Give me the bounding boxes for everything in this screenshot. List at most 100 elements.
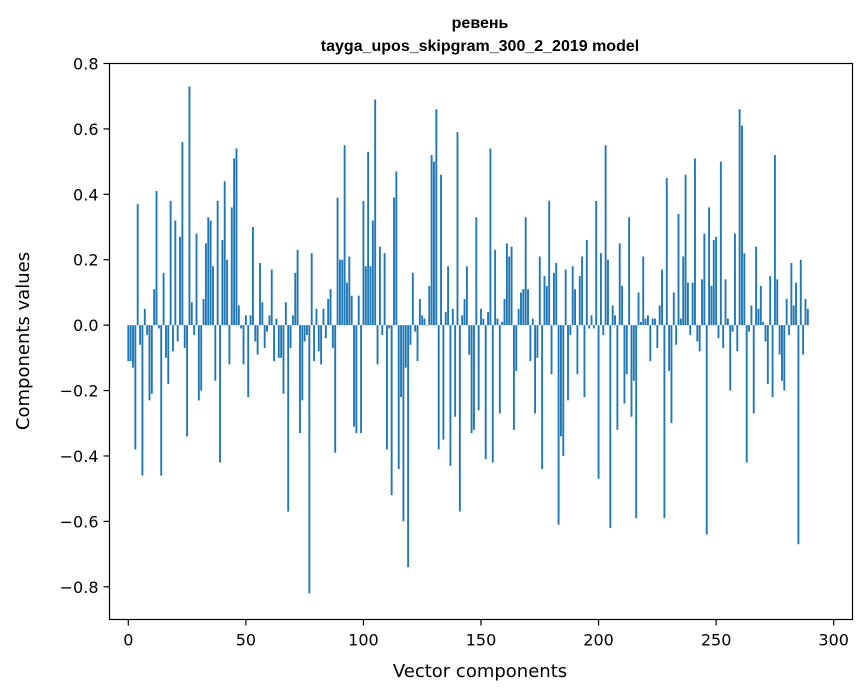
bar-182 [555, 263, 558, 326]
bar-215 [632, 325, 635, 381]
bar-68 [287, 325, 290, 512]
bar-25 [186, 325, 189, 437]
bar-195 [585, 240, 588, 326]
bar-188 [569, 325, 572, 335]
bar-52 [249, 315, 252, 326]
bar-242 [696, 325, 699, 342]
x-tick-label: 100 [348, 631, 379, 650]
bar-111 [388, 325, 391, 329]
bar-114 [395, 171, 398, 326]
bar-204 [607, 259, 609, 326]
bar-234 [677, 213, 680, 326]
bar-108 [381, 325, 384, 335]
bar-132 [437, 325, 440, 450]
bar-259 [736, 325, 739, 352]
bar-73 [299, 325, 301, 434]
bar-23 [181, 141, 184, 326]
bar-272 [766, 325, 769, 385]
bar-216 [635, 325, 638, 519]
bar-265 [750, 305, 753, 326]
bar-263 [745, 325, 748, 463]
bar-139 [454, 325, 457, 417]
bar-119 [407, 325, 410, 568]
bar-34 [207, 217, 210, 326]
bar-137 [449, 325, 452, 466]
bar-99 [360, 325, 363, 434]
y-axis-label: Components values [13, 252, 34, 430]
bar-203 [604, 145, 607, 326]
bar-229 [665, 177, 668, 326]
bar-105 [374, 99, 377, 326]
bar-238 [686, 282, 689, 326]
bar-222 [649, 325, 652, 362]
bar-289 [806, 308, 809, 326]
bar-253 [722, 325, 725, 349]
bar-89 [336, 197, 339, 326]
bar-45 [233, 158, 236, 326]
bar-112 [390, 325, 393, 496]
x-axis-label: Vector components [393, 661, 567, 682]
bar-277 [778, 325, 781, 355]
bar-147 [473, 325, 475, 430]
bar-287 [802, 325, 805, 355]
bar-66 [282, 325, 285, 394]
bar-249 [712, 240, 715, 326]
bar-26 [188, 86, 191, 326]
bar-237 [684, 174, 687, 326]
bar-212 [625, 325, 628, 375]
bar-247 [708, 207, 711, 326]
bar-4 [136, 204, 139, 326]
bar-142 [461, 315, 464, 326]
bar-270 [762, 321, 765, 326]
bar-128 [428, 285, 431, 326]
bar-217 [637, 292, 640, 326]
bar-232 [672, 292, 675, 326]
bar-55 [256, 325, 259, 355]
bar-118 [404, 325, 407, 368]
bar-17 [167, 325, 170, 385]
bar-197 [590, 315, 593, 326]
bar-47 [237, 305, 240, 326]
bar-69 [289, 325, 292, 349]
bar-76 [306, 325, 308, 335]
bar-271 [764, 325, 767, 342]
bar-192 [578, 276, 581, 326]
bar-202 [602, 325, 605, 335]
bar-143 [463, 298, 466, 326]
bar-107 [378, 246, 381, 326]
bar-84 [324, 325, 327, 339]
bar-146 [470, 325, 473, 434]
bar-48 [240, 325, 243, 329]
bar-236 [682, 256, 685, 326]
bar-283 [792, 305, 795, 326]
bar-250 [715, 236, 718, 326]
bar-164 [512, 325, 515, 430]
bar-251 [717, 325, 720, 339]
bar-154 [489, 148, 492, 326]
bar-208 [616, 325, 619, 430]
bar-241 [694, 158, 696, 326]
bar-170 [527, 289, 529, 326]
bar-67 [284, 302, 287, 326]
bar-42 [226, 259, 228, 326]
plot-frame [108, 62, 854, 621]
bar-138 [451, 308, 454, 326]
y-tick-label: −0.6 [60, 512, 99, 531]
bar-93 [346, 282, 348, 326]
bar-30 [197, 325, 200, 401]
bar-255 [726, 318, 729, 326]
bar-176 [541, 325, 544, 470]
bar-193 [581, 256, 584, 326]
bar-278 [781, 325, 783, 381]
bar-28 [193, 325, 196, 335]
bar-173 [534, 325, 537, 414]
bar-260 [738, 109, 741, 326]
bar-40 [221, 240, 224, 326]
bar-0 [127, 325, 130, 362]
bar-50 [244, 315, 247, 326]
bar-6 [141, 325, 144, 476]
bar-86 [329, 289, 332, 326]
bar-189 [571, 266, 574, 326]
bar-186 [564, 269, 567, 326]
bar-279 [783, 325, 786, 391]
